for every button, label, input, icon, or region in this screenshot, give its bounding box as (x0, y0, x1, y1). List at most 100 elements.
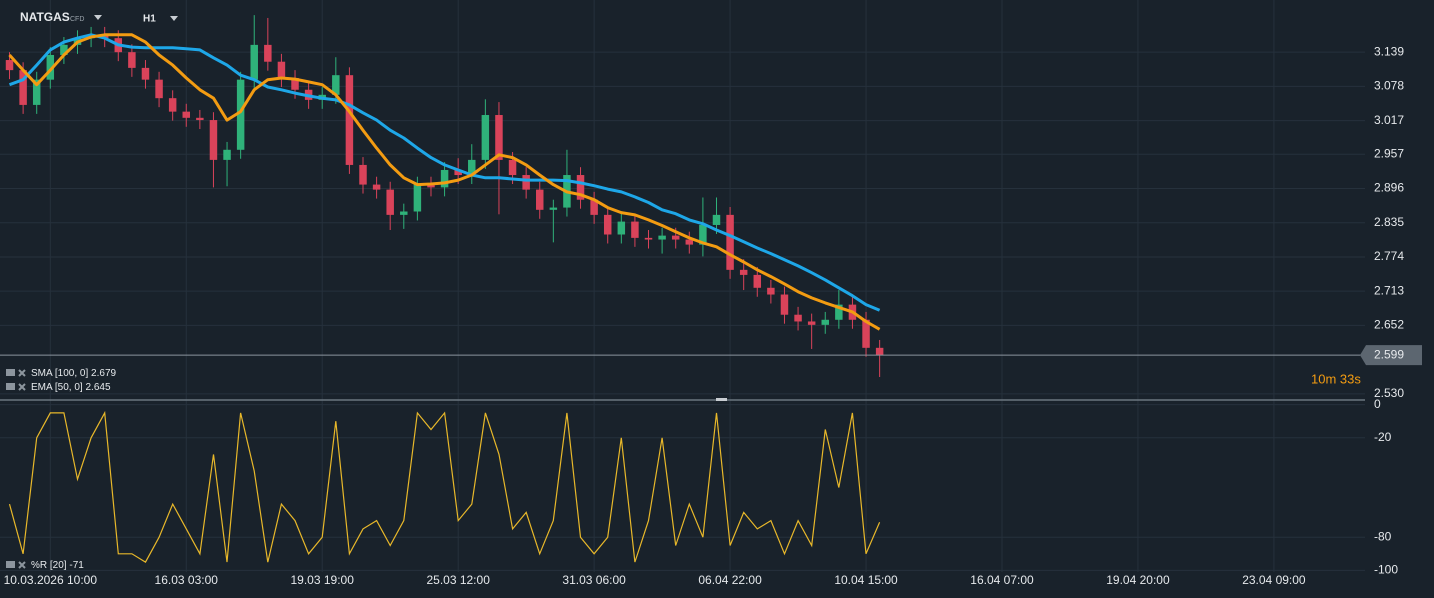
legend-settings-icon[interactable] (6, 561, 15, 568)
legend-settings-icon[interactable] (6, 383, 15, 390)
candle-body (522, 175, 530, 190)
candle-body (413, 184, 422, 212)
legend-name: %R [20] (31, 560, 67, 571)
candle-body (19, 70, 27, 105)
candle-body (386, 189, 394, 215)
instrument-type: CFD (70, 16, 84, 23)
candle-body (264, 44, 272, 62)
candle-body (359, 164, 367, 185)
candle-body (332, 75, 340, 95)
candle-body (481, 115, 490, 160)
candle-body (454, 169, 462, 176)
candle-body (549, 207, 558, 210)
candle-body (767, 287, 775, 295)
candle-body (644, 237, 653, 240)
candle-body (372, 184, 381, 190)
legend-value: 2.679 (91, 368, 116, 379)
last-price-label: 2.599 (1374, 347, 1404, 361)
y-tick-label: 2.896 (1374, 181, 1404, 195)
legend-entry: SMA [100, 0] 2.679 (31, 368, 117, 379)
candle-body (495, 115, 503, 160)
y-tick-label: 2.713 (1374, 283, 1404, 297)
candle-body (46, 54, 55, 80)
symbol-dropdown[interactable] (94, 15, 102, 20)
candle-body (821, 319, 829, 325)
pane-handle[interactable] (716, 398, 727, 401)
candle-body (277, 61, 286, 78)
last-price-box (1366, 345, 1422, 366)
legend-entry: %R [20] -71 (31, 560, 84, 571)
candle-body (753, 274, 762, 288)
candle-body (468, 159, 476, 176)
x-tick-label: 10.03.2026 10:00 (4, 573, 98, 587)
candle-body (658, 235, 666, 240)
candle-body (291, 77, 299, 90)
legend-value: -71 (69, 560, 84, 571)
marks (0, 15, 1365, 563)
indicator-line (8, 410, 881, 563)
timeframe-dropdown[interactable] (170, 16, 178, 21)
x-tick-label: 25.03 12:00 (426, 573, 490, 587)
timeframe[interactable]: H1 (143, 14, 156, 25)
candle-body (168, 98, 177, 112)
x-tick-label: 23.04 09:00 (1242, 573, 1306, 587)
candle-body (427, 184, 435, 188)
x-tick-label: 31.03 06:00 (562, 573, 626, 587)
candle-body (5, 60, 14, 71)
candle-body (576, 175, 585, 200)
last-price-pointer (1360, 345, 1366, 366)
legend-settings-icon[interactable] (6, 369, 15, 376)
candle-body (617, 221, 626, 235)
candle-body (155, 79, 163, 99)
x-tick-label: 16.03 03:00 (155, 573, 219, 587)
candle-body (794, 314, 802, 322)
symbol[interactable]: NATGAS (20, 10, 70, 24)
candle-body (536, 189, 544, 210)
x-tick-label: 16.04 07:00 (970, 573, 1034, 587)
indicator-line (8, 33, 881, 331)
candle-body (780, 294, 789, 315)
legend-name: EMA [50, 0] (31, 382, 83, 393)
candle-body (250, 44, 258, 80)
candle-body (603, 214, 612, 235)
legend-name: SMA [100, 0] (31, 368, 88, 379)
y-tick-label: -20 (1374, 430, 1392, 444)
y-tick-label: 2.652 (1374, 318, 1404, 332)
y-tick-label: 2.957 (1374, 146, 1404, 160)
candle-body (712, 214, 721, 225)
legend-value: 2.645 (85, 382, 110, 393)
legend-remove-icon[interactable] (18, 369, 26, 377)
candle-body (32, 79, 41, 105)
candle-body (60, 44, 68, 55)
candle-body (345, 75, 354, 165)
grid (0, 0, 1365, 572)
x-tick-label: 10.04 15:00 (834, 573, 898, 587)
countdown: 10m 33s (1311, 371, 1361, 386)
legend-remove-icon[interactable] (18, 561, 26, 569)
legend: SMA [100, 0] 2.679 EMA [50, 0] 2.645 %R [2… (6, 368, 117, 571)
candle-body (508, 159, 517, 176)
candle-body (835, 304, 843, 320)
y-tick-label: 3.078 (1374, 79, 1404, 93)
candle-body (141, 67, 150, 80)
x-tick-label: 19.04 20:00 (1106, 573, 1170, 587)
candle-body (590, 199, 598, 215)
y-tick-label: -100 (1374, 563, 1398, 577)
y-tick-label: 3.139 (1374, 44, 1404, 58)
y-tick-label: 2.774 (1374, 249, 1404, 263)
candle-body (631, 221, 639, 238)
candle-body (862, 319, 870, 348)
candle-body (223, 149, 231, 160)
candle-body (196, 117, 204, 121)
candle-body (685, 239, 694, 245)
candle-body (699, 224, 707, 245)
candle-body (807, 321, 816, 325)
y-tick-label: 0 (1374, 397, 1381, 411)
candle-body (671, 235, 680, 240)
candle-body (209, 120, 218, 160)
x-tick-label: 06.04 22:00 (698, 573, 762, 587)
legend-remove-icon[interactable] (18, 383, 26, 391)
candle-body (128, 52, 136, 68)
candle-body (236, 79, 245, 150)
